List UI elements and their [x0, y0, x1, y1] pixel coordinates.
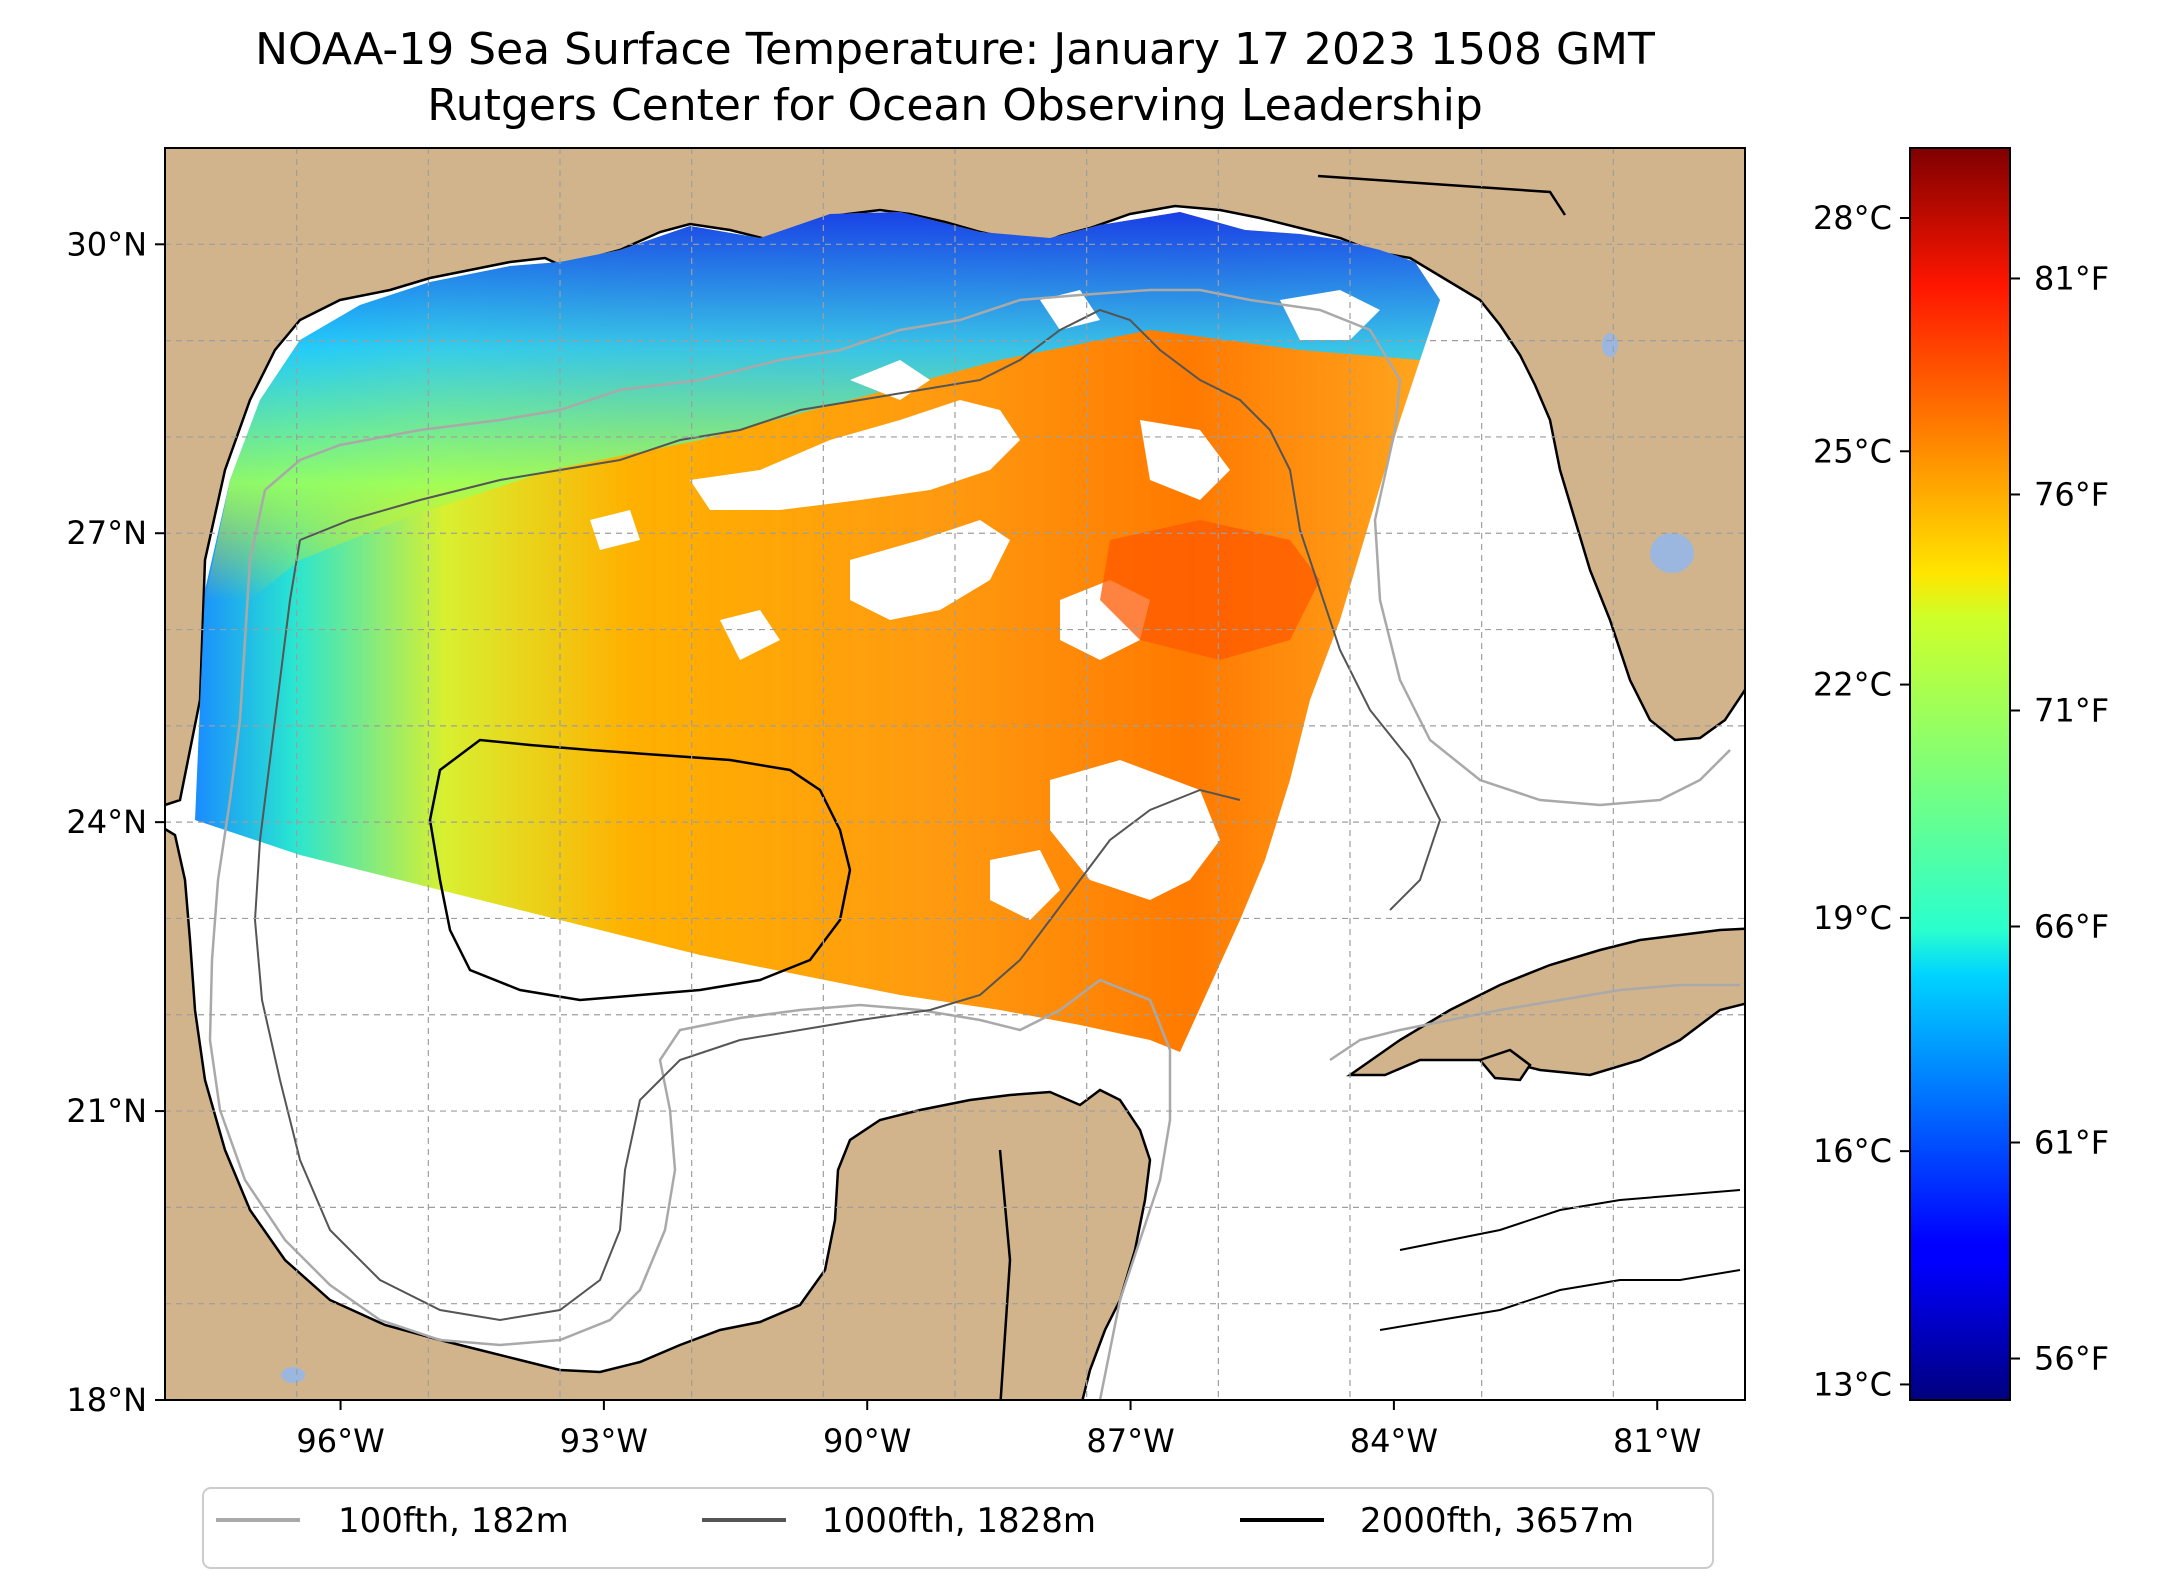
contour-1000fth	[253, 539, 1241, 1322]
lon-tick-label: 81°W	[1613, 1422, 1701, 1460]
lon-tick-label: 87°W	[1086, 1422, 1174, 1460]
lon-tick-label: 96°W	[296, 1422, 384, 1460]
contour-2000fth-caribbean	[1379, 1189, 1741, 1331]
land-mexico	[165, 827, 1152, 1400]
colorbar-gradient	[1909, 147, 2011, 1401]
colorbar-celsius-label: 13°C	[1813, 1365, 1892, 1403]
legend-label-100fth: 100fth, 182m	[338, 1501, 569, 1541]
state-border-fl-ga	[1317, 174, 1567, 216]
colorbar-celsius-label: 19°C	[1813, 899, 1892, 937]
lon-tick-label: 90°W	[823, 1422, 911, 1460]
lake-mexico	[281, 1367, 305, 1383]
contour-100fth	[208, 489, 1172, 1400]
colorbar-fahrenheit-label: 71°F	[2034, 691, 2109, 729]
colorbar-fahrenheit-label: 66°F	[2034, 908, 2109, 946]
depth-contours	[208, 288, 1741, 1400]
colorbar-fahrenheit-label: 61°F	[2034, 1124, 2109, 1162]
lakes	[281, 333, 1694, 1383]
lon-tick-labels: 96°W 93°W 90°W 87°W 84°W 81°W	[296, 1400, 1701, 1460]
lake-okeechobee	[1650, 533, 1694, 573]
colorbar-fahrenheit-label: 81°F	[2034, 259, 2109, 297]
colorbar-fahrenheit-label: 76°F	[2034, 475, 2109, 513]
lat-tick-label: 24°N	[66, 803, 147, 841]
land-isle-of-youth	[1477, 1048, 1532, 1082]
legend-label-2000fth: 2000fth, 3657m	[1360, 1501, 1634, 1541]
cloud-gaps	[590, 290, 1380, 920]
map-frame	[164, 147, 1746, 1401]
map-title-line2: Rutgers Center for Ocean Observing Leade…	[427, 80, 1483, 131]
lat-tick-label: 27°N	[66, 514, 147, 552]
colorbar-fahrenheit-ticks: 56°F 61°F 66°F 71°F 76°F 81°F	[2010, 259, 2109, 1378]
lon-tick-label: 93°W	[560, 1422, 648, 1460]
colorbar-celsius-ticks: 13°C 16°C 19°C 22°C 25°C 28°C	[1813, 199, 1910, 1403]
lat-tick-labels: 18°N 21°N 24°N 27°N 30°N	[66, 225, 165, 1419]
colorbar-fahrenheit-label: 56°F	[2034, 1340, 2109, 1378]
legend-label-1000fth: 1000fth, 1828m	[822, 1501, 1096, 1541]
lat-tick-label: 21°N	[66, 1092, 147, 1130]
colorbar-celsius-label: 25°C	[1813, 432, 1892, 470]
border-mexico-guatemala	[998, 1149, 1012, 1400]
colorbar-celsius-label: 22°C	[1813, 666, 1892, 704]
contour-100fth-caribbean	[1329, 983, 1740, 1062]
lake-florida-small	[1602, 333, 1618, 357]
colorbar-celsius-label: 28°C	[1813, 199, 1892, 237]
contour-legend: 100fth, 182m 1000fth, 1828m 2000fth, 365…	[202, 1487, 1714, 1569]
map-title-line1: NOAA-19 Sea Surface Temperature: January…	[255, 24, 1655, 75]
contour-100fth-north	[264, 288, 1731, 807]
colorbar-celsius-label: 16°C	[1813, 1132, 1892, 1170]
lon-tick-label: 84°W	[1350, 1422, 1438, 1460]
lat-tick-label: 30°N	[66, 225, 147, 263]
legend-box	[202, 1487, 1714, 1569]
map-panel: 96°W 93°W 90°W 87°W 84°W 81°W 18°N 21°N 24°N 27°…	[66, 147, 1746, 1460]
sst-warm-core	[1100, 520, 1320, 660]
colorbar: 13°C 16°C 19°C 22°C 25°C 28°C 56°F 61°F 66°F 71°…	[1813, 147, 2109, 1403]
lat-tick-label: 18°N	[66, 1381, 147, 1419]
contour-2000fth	[428, 738, 852, 1002]
